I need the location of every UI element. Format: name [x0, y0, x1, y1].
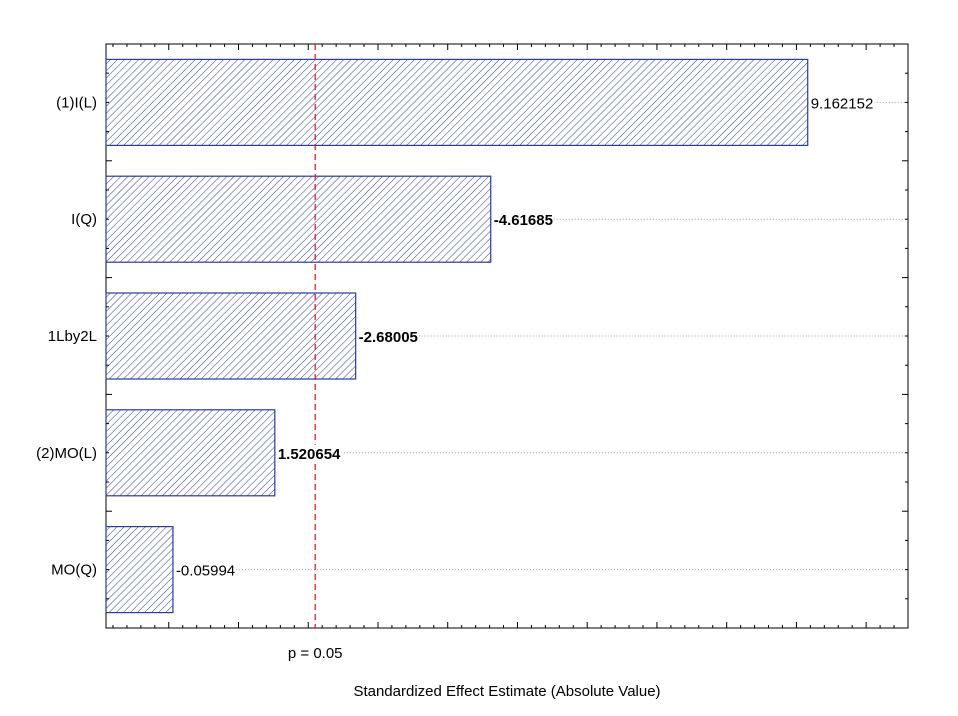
- value-label-2: -2.68005: [359, 329, 418, 346]
- axis-ticks: [106, 43, 908, 629]
- value-label-3: 1.520654: [278, 446, 341, 463]
- bar-2: [105, 292, 357, 380]
- significance-label: p = 0.05: [288, 645, 343, 662]
- category-labels: (1)I(L) I(Q) 1Lby2L (2)MO(L) MO(Q): [36, 94, 97, 578]
- value-labels: 9.162152 -4.61685 -2.68005 1.520654 -0.05994: [174, 94, 875, 580]
- bar-0: [105, 58, 809, 147]
- value-label-bg-2: [357, 328, 419, 344]
- category-label-4: MO(Q): [51, 562, 97, 579]
- bars: [105, 58, 809, 614]
- value-label-bg-1: [492, 211, 554, 228]
- value-label-bg-0: [809, 94, 875, 111]
- value-label-4: -0.05994: [176, 563, 235, 580]
- value-label-0: 9.162152: [811, 95, 874, 112]
- value-label-bg-3: [276, 444, 342, 461]
- category-label-2: 1Lby2L: [48, 328, 97, 345]
- bar-4: [105, 525, 174, 614]
- value-label-1: -4.61685: [494, 212, 553, 229]
- category-label-1: I(Q): [71, 211, 97, 228]
- bar-1: [105, 175, 492, 263]
- leader-lines: [172, 101, 908, 571]
- value-label-bg-4: [174, 561, 237, 578]
- category-label-0: (1)I(L): [56, 94, 97, 111]
- x-axis-label: Standardized Effect Estimate (Absolute V…: [353, 683, 660, 700]
- bar-3: [105, 409, 276, 497]
- category-label-3: (2)MO(L): [36, 445, 97, 462]
